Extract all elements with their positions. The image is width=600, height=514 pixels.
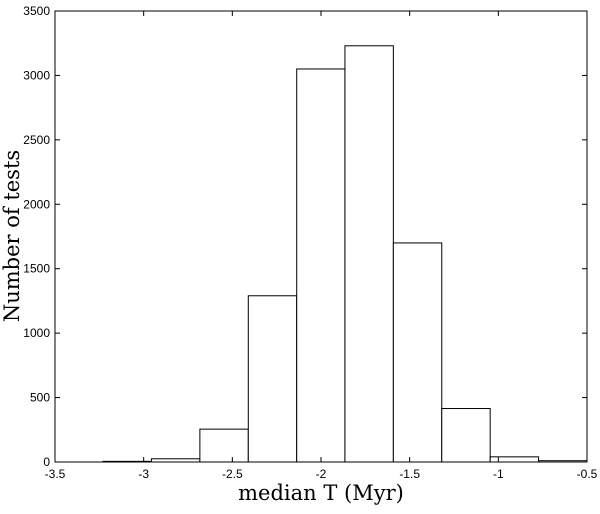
y-tick-label: 3000 [23, 68, 50, 82]
y-tick-label: 3500 [23, 4, 50, 18]
y-tick-label: 1500 [23, 262, 50, 276]
bar [392, 242, 443, 463]
bar [247, 295, 298, 463]
x-axis-title: median T (Myr) [238, 481, 404, 505]
x-tick-label: -1.5 [399, 467, 420, 481]
x-tick-label: -2.5 [222, 467, 243, 481]
bar [344, 45, 394, 463]
y-tick-label: 2500 [23, 133, 50, 147]
bar [441, 408, 491, 463]
y-tick-label: 1000 [23, 326, 50, 340]
x-tick-label: -3.5 [45, 467, 66, 481]
bar [199, 428, 249, 463]
y-axis-title: Number of tests [0, 150, 24, 322]
x-tick-label: -0.5 [577, 467, 598, 481]
x-tick-label: -3 [138, 467, 149, 481]
y-tick-label: 0 [43, 455, 50, 469]
y-tick-label: 500 [30, 391, 50, 405]
x-tick-label: -2 [316, 467, 327, 481]
x-tick-label: -1 [493, 467, 504, 481]
bar [296, 68, 346, 463]
y-tick-label: 2000 [23, 197, 50, 211]
bar [489, 456, 540, 463]
